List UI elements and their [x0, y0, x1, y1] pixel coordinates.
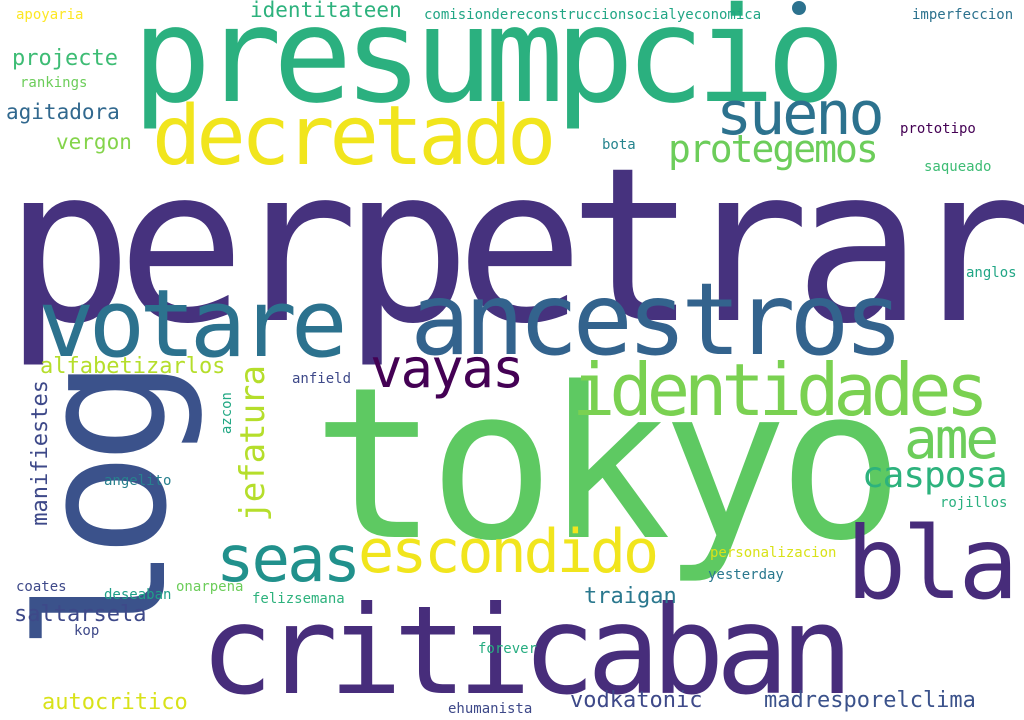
word-kop: kop [74, 623, 100, 639]
word-rojillos: rojillos [940, 495, 1008, 511]
word-ame: ame [904, 407, 999, 472]
word-bota: bota [602, 137, 636, 153]
word-presumpcio: presumpcio [132, 0, 846, 133]
word-projecte: projecte [12, 46, 118, 71]
word-identidades: identidades [572, 348, 989, 432]
word-tokyo: tokyo [312, 342, 904, 587]
word-ancestros: ancestros [410, 261, 904, 378]
word-sueno: sueno [716, 79, 885, 149]
word-apoyaria: apoyaria [16, 7, 84, 23]
word-yesterday: yesterday [708, 567, 784, 583]
word-madresporelclima: madresporelclima [764, 688, 976, 713]
word-personalizacion: personalizacion [710, 545, 837, 561]
word-decretado: decretado [152, 89, 556, 184]
word-felizsemana: felizsemana [252, 591, 345, 607]
word-prototipo: prototipo [900, 121, 976, 137]
word-traigan: traigan [584, 584, 677, 609]
word-vergon: vergon [56, 130, 132, 154]
word-vodkatonic: vodkatonic [570, 688, 703, 713]
word-votare: votare [38, 270, 348, 379]
dot-icon [792, 1, 806, 15]
word-angelito: angelito [104, 473, 172, 489]
word-coates: coates [16, 579, 67, 595]
word-perpetrar: perpetrar [4, 122, 1024, 371]
word-vayas: vayas [370, 337, 525, 400]
word-autocritico: autocritico [42, 690, 188, 715]
word-forever: forever [478, 641, 538, 657]
word-saqueado: saqueado [924, 159, 992, 175]
word-anfield: anfield [292, 371, 352, 387]
word-rankings: rankings [20, 75, 88, 91]
word-alfabetizarlos: alfabetizarlos [40, 354, 226, 379]
word-protegemos: protegemos [668, 127, 879, 171]
word-imperfeccion: imperfeccion [912, 7, 1014, 23]
word-manifiestes: manifiestes [28, 380, 53, 526]
word-bla: bla [846, 505, 1019, 622]
word-identitateen: identitateen [250, 0, 402, 22]
word-anglos: anglos [966, 265, 1017, 281]
word-criticaban: criticaban [200, 580, 854, 720]
word-comisiondereconstruccionsocialyeconomica: comisiondereconstruccionsocialyeconomica [424, 7, 762, 23]
word-escondido: escondido [358, 517, 659, 587]
word-deseaban: deseaban [104, 587, 172, 603]
word-casposa: casposa [862, 455, 1008, 496]
word-saltarsela: saltarsela [14, 602, 147, 627]
word-ehumanista: ehumanista [448, 701, 533, 717]
word-azcon: azcon [219, 392, 235, 435]
word-seas: seas [216, 523, 361, 597]
word-onarpena: onarpena [176, 579, 244, 595]
word-jefatura: jefatura [233, 366, 273, 522]
word-agitadora: agitadora [6, 100, 120, 124]
